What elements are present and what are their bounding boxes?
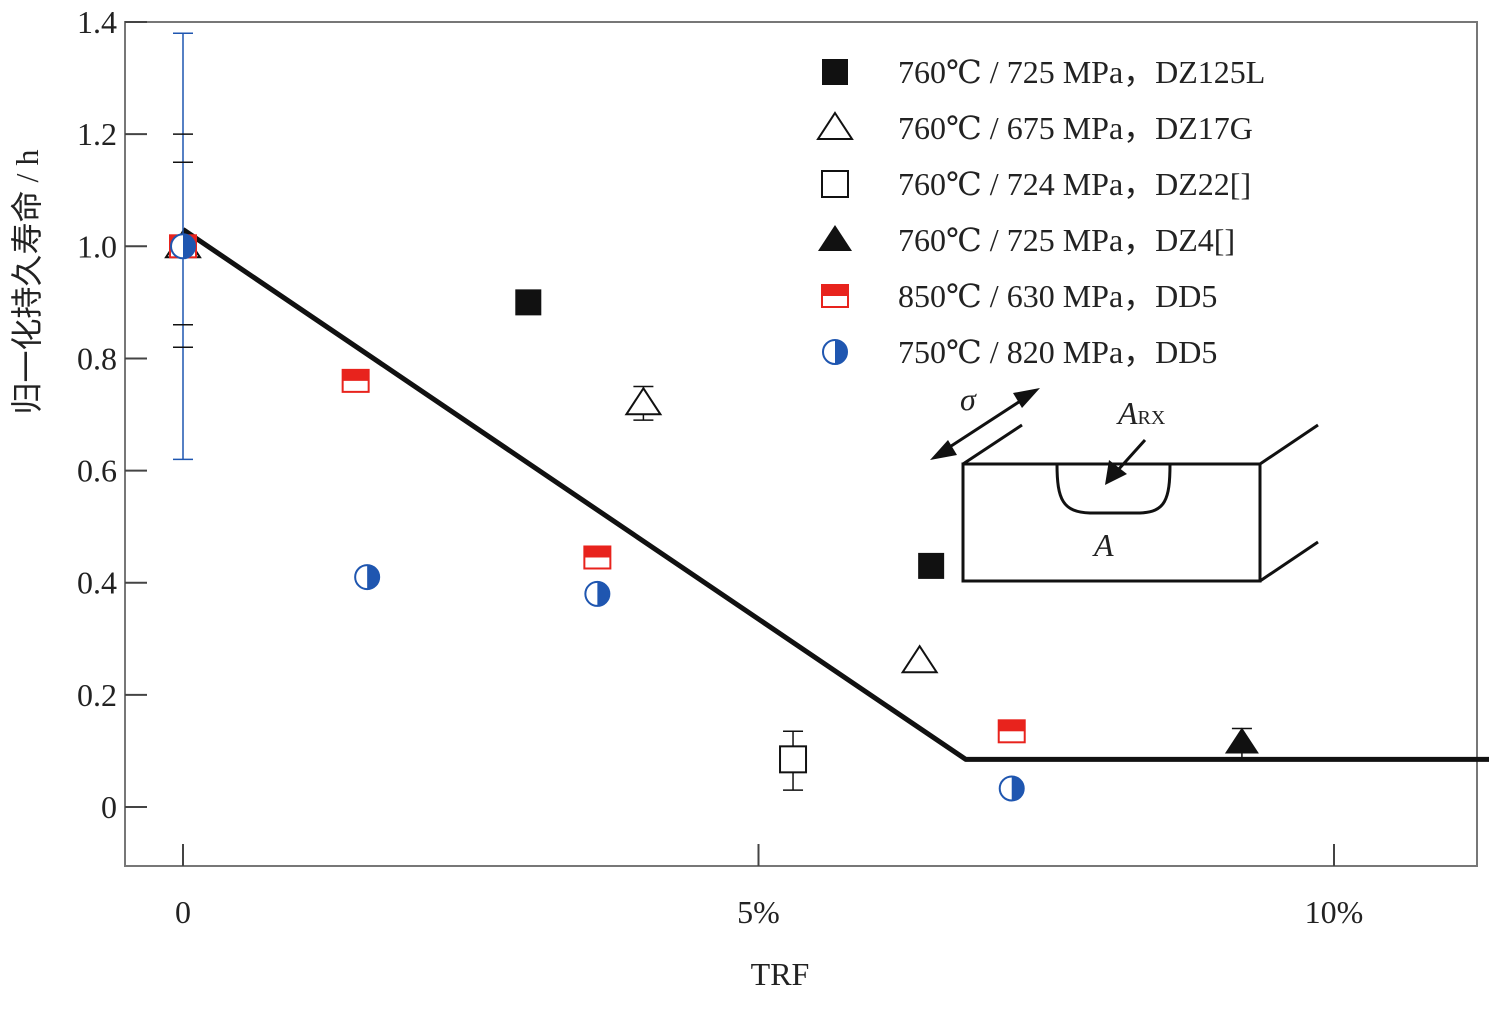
data-marks	[164, 32, 1259, 802]
legend-entry: 850℃ / 630 MPa，DD5	[821, 278, 1217, 314]
marker-shape	[822, 59, 848, 85]
x-axis-ticks: 05%10%15%20%	[175, 844, 1364, 930]
trend-line	[181, 227, 1489, 762]
data-point	[341, 368, 370, 393]
inset-recrystallized-region	[1055, 463, 1172, 515]
marker-fill	[342, 369, 369, 381]
sigma-arrow-head-upper	[1013, 388, 1040, 408]
data-point	[998, 775, 1025, 802]
legend-entry: 750℃ / 820 MPa，DD5	[822, 334, 1217, 370]
marker-fill	[367, 565, 380, 590]
arx-arrow-shaft	[1116, 438, 1147, 472]
marker-shape	[900, 644, 939, 674]
x-axis-title: TRF	[751, 956, 810, 992]
y-tick-label: 0.4	[77, 565, 117, 601]
marker-fill	[597, 581, 610, 606]
trend-line-path	[181, 227, 1489, 762]
data-point	[624, 385, 663, 421]
marker-shape	[816, 111, 854, 140]
marker-fill	[584, 546, 611, 558]
x-tick-label: 5%	[737, 894, 780, 930]
sigma-arrow-head-lower	[930, 440, 957, 460]
inset-depth-edge-top-right	[1259, 423, 1319, 466]
marker-shape	[624, 386, 663, 416]
marker-fill	[822, 285, 848, 296]
marker-shape	[818, 225, 852, 251]
data-point	[900, 644, 939, 674]
legend-entry: 760℃ / 725 MPa，DZ125L	[822, 54, 1265, 90]
plot-frame	[124, 21, 1478, 867]
marker-fill	[183, 234, 195, 259]
y-tick-label: 1.4	[77, 4, 117, 40]
y-tick-label: 0	[101, 789, 117, 825]
legend-entry: 760℃ / 675 MPa，DZ17G	[816, 110, 1253, 146]
arx-label-main: A	[1116, 395, 1138, 431]
arx-arrow-head	[1105, 460, 1127, 485]
arx-label-subscript: RX	[1138, 407, 1166, 429]
x-tick-label: 0	[175, 894, 191, 930]
legend: 760℃ / 725 MPa，DZ125L 760℃ / 675 MPa，DZ17…	[816, 54, 1265, 370]
y-tick-label: 0.8	[77, 340, 117, 376]
marker-fill	[998, 720, 1025, 732]
legend-entry: 760℃ / 724 MPa，DZ22[]	[821, 166, 1251, 202]
marker-shape	[779, 745, 808, 774]
legend-label: 760℃ / 725 MPa，DZ4[]	[898, 222, 1235, 258]
sigma-arrow-shaft	[944, 396, 1026, 452]
y-axis-ticks: 0 0.2 0.4 0.6 0.8 1.0 1.2 1.4	[77, 4, 147, 825]
area-label: A	[1092, 527, 1114, 563]
inset-diagram: σ ARX A	[930, 381, 1319, 583]
data-point	[1224, 727, 1259, 761]
marker-shape	[1224, 727, 1259, 754]
legend-label: 760℃ / 725 MPa，DZ125L	[898, 54, 1265, 90]
legend-label: 760℃ / 724 MPa，DZ22[]	[898, 166, 1251, 202]
marker-shape	[918, 552, 945, 579]
legend-label: 750℃ / 820 MPa，DD5	[898, 334, 1217, 370]
data-point	[515, 289, 542, 316]
legend-entry: 760℃ / 725 MPa，DZ4[]	[818, 222, 1235, 258]
y-tick-label: 0.2	[77, 677, 117, 713]
marker-shape	[821, 170, 849, 198]
inset-depth-edge-bottom-right	[1259, 540, 1319, 583]
data-point	[779, 730, 808, 791]
sigma-label: σ	[960, 381, 977, 417]
data-point	[997, 719, 1026, 744]
x-tick-label: 10%	[1305, 894, 1364, 930]
data-point	[584, 580, 611, 607]
y-axis-title: 归一化持久寿命 / h	[9, 150, 45, 415]
marker-shape	[515, 289, 542, 316]
data-point	[170, 32, 196, 461]
y-tick-label: 1.2	[77, 116, 117, 152]
data-point	[354, 564, 381, 591]
arx-label: ARX	[1116, 395, 1166, 431]
y-tick-label: 0.6	[77, 453, 117, 489]
data-point	[918, 552, 945, 579]
data-point	[583, 545, 612, 570]
marker-fill	[835, 340, 847, 364]
marker-fill	[1011, 776, 1024, 801]
legend-label: 760℃ / 675 MPa，DZ17G	[898, 110, 1253, 146]
y-tick-label: 1.0	[77, 228, 117, 264]
legend-label: 850℃ / 630 MPa，DD5	[898, 278, 1217, 314]
inset-depth-edge-left	[962, 423, 1023, 466]
